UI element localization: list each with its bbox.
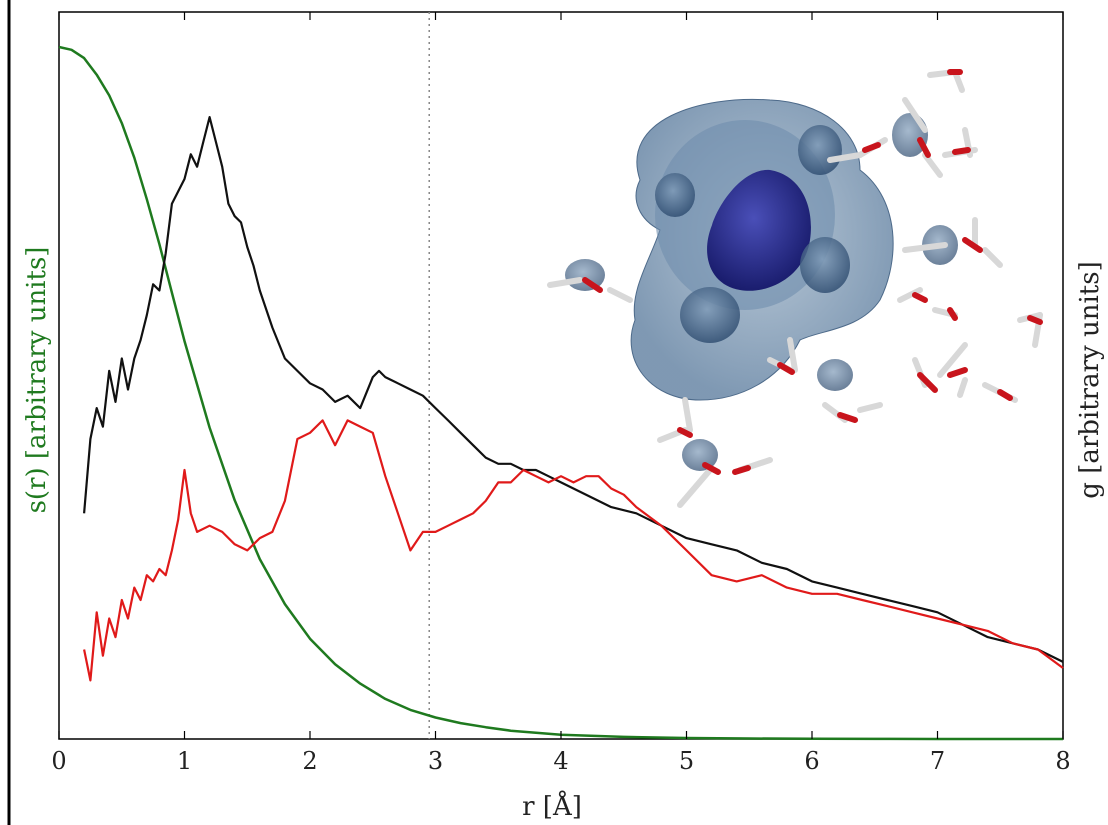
series-line-g-black — [83, 115, 1064, 663]
series-layer — [58, 45, 1064, 741]
isosurface-lobe — [682, 439, 718, 471]
y-axis-label-right: g [arbitrary units] — [1075, 261, 1105, 498]
series-line-g-red — [83, 419, 1064, 682]
x-tick-label: 0 — [51, 747, 66, 775]
x-axis-label: r [Å] — [522, 790, 582, 822]
x-tick-label: 4 — [553, 747, 568, 775]
x-tick-label: 6 — [804, 747, 819, 775]
isosurface-lobe — [680, 287, 740, 343]
x-ticks: 0 1 2 3 4 5 6 7 8 — [51, 12, 1071, 775]
molecule-snapshot — [547, 69, 1043, 508]
x-tick-label: 3 — [428, 747, 443, 775]
series-line-s — [58, 45, 1063, 741]
isosurface-lobe — [800, 237, 850, 293]
y-axis-label-left: s(r) [arbitrary units] — [22, 247, 52, 514]
x-tick-label: 5 — [679, 747, 694, 775]
x-tick-label: 8 — [1055, 747, 1070, 775]
x-tick-label: 7 — [930, 747, 945, 775]
x-tick-label: 2 — [302, 747, 317, 775]
isosurface-lobe — [817, 359, 853, 391]
water-molecules — [547, 69, 1043, 508]
ion-core — [707, 169, 811, 291]
x-tick-label: 1 — [177, 747, 192, 775]
isosurface-lobe — [798, 125, 842, 175]
isosurface-lobe — [655, 173, 695, 217]
